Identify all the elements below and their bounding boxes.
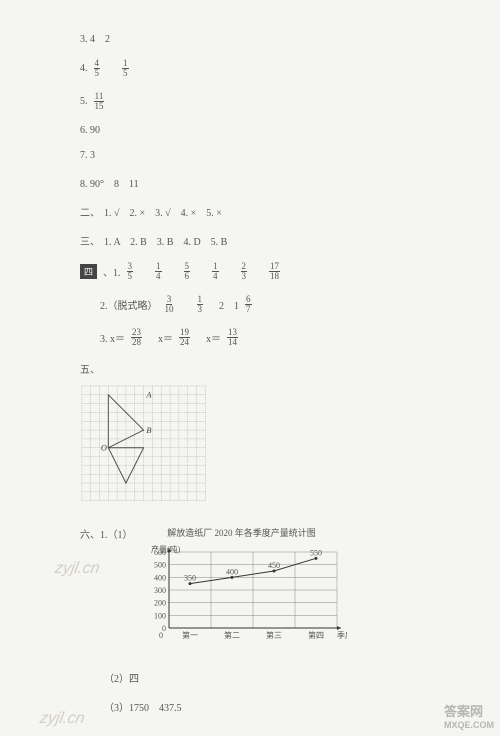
answer-q3: 3. 4 2 [80, 30, 500, 45]
section-6: 六、1.（1） 解放造纸厂 2020 年各季度产量统计图 0 100 200 300 4… [80, 526, 500, 654]
chart-wrapper: 解放造纸厂 2020 年各季度产量统计图 0100200300400500600… [137, 526, 347, 654]
svg-text:200: 200 [154, 599, 166, 608]
svg-text:O: O [101, 444, 107, 453]
prefix: 、1. [103, 264, 121, 279]
text: （3）1750 437.5 [104, 699, 182, 714]
svg-text:第二: 第二 [224, 630, 240, 640]
svg-text:第四: 第四 [308, 630, 324, 640]
items: 1. A 2. B 3. B 4. D 5. B [104, 233, 227, 248]
svg-text:第一: 第一 [182, 630, 198, 640]
line-chart: 0100200300400500600350400450550第一第二第三第四季… [137, 541, 347, 651]
fraction: 15 [122, 59, 129, 78]
chart-title: 解放造纸厂 2020 年各季度产量统计图 [137, 526, 347, 539]
label: 六、1.（1） [80, 526, 133, 541]
prefix: 5. [80, 96, 88, 107]
fraction: 13 [197, 295, 204, 314]
fraction: 1924 [179, 328, 190, 347]
fraction: 14 [212, 262, 219, 281]
corner-watermark: 答案网 MXQE.COM [444, 701, 494, 730]
answer-q8: 8. 90° 8 11 [80, 175, 500, 190]
prefix: 2.（脱式略） [100, 297, 158, 312]
svg-text:B: B [146, 426, 151, 435]
text: 7. 3 [80, 150, 95, 161]
section-6-sub2: （2）四 [80, 670, 500, 685]
section-4-q2: 2.（脱式略） 310 13 2 1 67 [80, 295, 500, 314]
fraction: 45 [94, 59, 101, 78]
answer-q6: 6. 90 [80, 125, 500, 136]
section-4-q3: 3. x＝ 2328 x＝ 1924 x＝ 1314 [80, 328, 500, 347]
label: 二、 [80, 204, 100, 219]
section-2: 二、 1. √ 2. × 3. √ 4. × 5. × [80, 204, 500, 219]
svg-text:350: 350 [184, 574, 196, 583]
answer-q4: 4. 45 15 [80, 59, 500, 78]
section-3: 三、 1. A 2. B 3. B 4. D 5. B [80, 233, 500, 248]
grid-triangle-diagram: A B O [80, 382, 210, 507]
svg-text:100: 100 [154, 611, 166, 620]
svg-text:第三: 第三 [266, 630, 282, 640]
fraction: 2328 [131, 328, 142, 347]
svg-text:550: 550 [310, 548, 322, 557]
items: 1. √ 2. × 3. √ 4. × 5. × [104, 204, 222, 219]
text: 3. 4 2 [80, 30, 110, 45]
answer-q7: 7. 3 [80, 150, 500, 161]
text: （2）四 [104, 670, 139, 685]
watermark: zyjl.cn [38, 710, 86, 728]
svg-text:400: 400 [154, 573, 166, 582]
fraction: 1718 [269, 262, 280, 281]
fraction: 1314 [227, 328, 238, 347]
fraction: 310 [164, 295, 175, 314]
svg-text:450: 450 [268, 561, 280, 570]
svg-text:400: 400 [226, 567, 238, 576]
label: 三、 [80, 233, 100, 248]
section-6-sub3: （3）1750 437.5 [80, 699, 500, 714]
mid: x＝ [148, 330, 173, 345]
section-4-q1: 四 、1. 35 14 56 14 23 1718 [80, 262, 500, 281]
mid: x＝ [196, 330, 221, 345]
svg-text:300: 300 [154, 586, 166, 595]
svg-text:500: 500 [154, 561, 166, 570]
fraction: 35 [127, 262, 134, 281]
answer-q5: 5. 1115 [80, 92, 500, 111]
fraction: 67 [245, 295, 252, 314]
watermark: zyjl.cn [53, 560, 101, 578]
svg-text:0: 0 [159, 631, 163, 640]
svg-text:A: A [145, 391, 152, 400]
svg-text:季度: 季度 [337, 630, 347, 640]
fraction: 14 [155, 262, 162, 281]
text: 6. 90 [80, 125, 100, 136]
fraction: 1115 [94, 92, 105, 111]
mid: 2 1 [209, 297, 239, 312]
fraction: 23 [241, 262, 248, 281]
svg-text:产量(吨): 产量(吨) [151, 544, 181, 554]
prefix: 3. x＝ [100, 330, 125, 345]
prefix: 4. [80, 63, 88, 74]
label: 五、 [80, 361, 100, 376]
section-label: 四 [80, 264, 97, 279]
fraction: 56 [184, 262, 191, 281]
text: 8. 90° 8 11 [80, 175, 139, 190]
section-5: 五、 [80, 361, 500, 376]
